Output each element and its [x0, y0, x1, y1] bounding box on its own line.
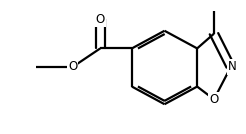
Text: O: O [209, 93, 219, 106]
Text: O: O [96, 12, 105, 25]
Text: N: N [228, 60, 237, 74]
Text: O: O [68, 60, 77, 74]
